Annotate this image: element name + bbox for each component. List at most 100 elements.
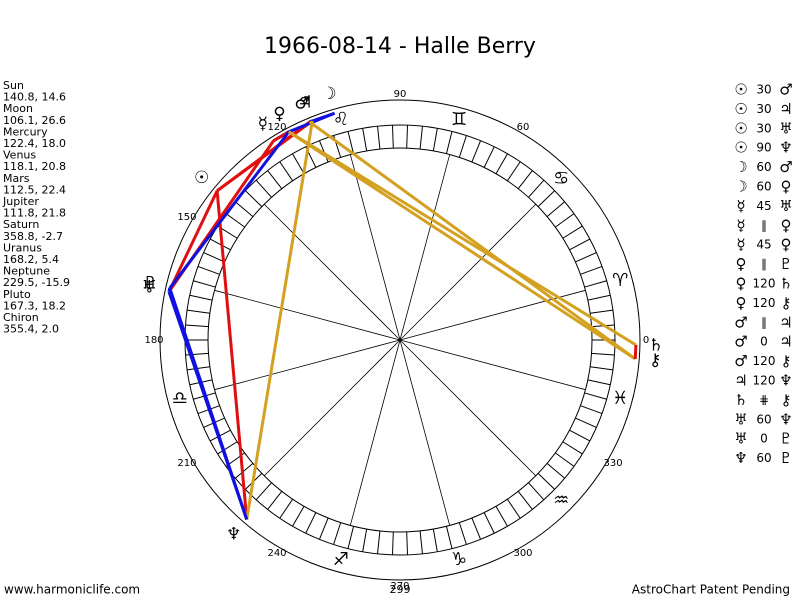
tick (584, 280, 607, 288)
planet-name: Chiron (3, 311, 39, 324)
aspect-line (288, 130, 637, 347)
aspect-to: ♇ (779, 430, 792, 448)
zodiac-sign: ♐ (333, 549, 349, 570)
aspect-from: ♅ (734, 430, 747, 448)
outer-circle (159, 99, 641, 581)
spoke (399, 154, 451, 341)
aspect-type: 0 (760, 432, 768, 446)
tick (197, 265, 220, 275)
aspect-to: ♆ (779, 372, 792, 390)
tick (483, 146, 495, 168)
zodiac-sign: ♈ (612, 270, 628, 291)
tick (187, 309, 210, 314)
aspect-from: ☿ (736, 197, 745, 215)
aspect-type: ⋕ (759, 393, 769, 407)
tick (362, 528, 368, 552)
spoke (263, 339, 401, 477)
aspect-type: 30 (756, 83, 771, 97)
aspect-to: ♃ (779, 313, 792, 331)
aspect-from: ♂ (734, 333, 747, 351)
tick (495, 153, 508, 174)
planet-glyph: ♅ (142, 278, 157, 298)
tick (528, 482, 545, 501)
aspect-line (288, 130, 637, 361)
zodiac-sign: ♌ (333, 109, 349, 130)
zodiac-sign: ♊ (451, 109, 467, 130)
tick (279, 498, 294, 519)
tick (591, 352, 615, 356)
tick (546, 463, 566, 479)
aspect-to: ⚷ (781, 352, 792, 370)
aspect-to: ♃ (779, 100, 792, 118)
degree-label: 300 (513, 548, 532, 559)
planet-position: 140.8, 14.6 (3, 91, 66, 104)
tick (244, 190, 263, 207)
footer-right: AstroChart Patent Pending (632, 583, 790, 597)
aspect-from: ♆ (734, 449, 747, 467)
aspect-from: ☉ (734, 81, 747, 99)
tick (580, 265, 603, 275)
tick (590, 309, 613, 314)
tick (279, 161, 294, 182)
aspect-to: ♀ (781, 216, 792, 234)
aspect-from: ☉ (734, 119, 747, 137)
tick (458, 522, 467, 545)
tick (580, 405, 603, 415)
aspect-type: 60 (756, 451, 771, 465)
degree-ticks (185, 125, 615, 555)
planet-position: 168.2, 5.4 (3, 253, 59, 266)
tick (318, 140, 329, 163)
spokes (214, 154, 586, 526)
aspect-from: ♄ (734, 391, 747, 409)
degree-label: 180 (144, 335, 163, 346)
planet-name: Mars (3, 172, 30, 185)
spoke (399, 339, 537, 477)
planet-position: 358.8, -2.7 (3, 230, 63, 243)
planet-name: Mercury (3, 125, 48, 138)
aspect-type: ∥ (761, 218, 767, 232)
aspect-type: 90 (756, 141, 771, 155)
degree-label: 0 (643, 335, 649, 346)
planet-glyph: ♃ (297, 92, 312, 112)
aspect-to: ♂ (779, 81, 792, 99)
planet-name: Saturn (3, 218, 39, 231)
tick (255, 482, 272, 501)
aspect-from: ☿ (736, 216, 745, 234)
aspect-from: ☽ (734, 158, 747, 176)
planet-name: Sun (3, 79, 24, 92)
planet-name: Jupiter (2, 195, 39, 208)
tick (587, 379, 611, 386)
planet-glyph: ♂ (294, 93, 309, 113)
aspect-to: ♀ (781, 236, 792, 254)
tick (209, 238, 231, 251)
planet-position: 112.5, 22.4 (3, 183, 66, 196)
aspect-type: 45 (756, 199, 771, 213)
aspect-type: 120 (753, 277, 776, 291)
tick (483, 512, 495, 534)
tick (562, 225, 583, 239)
aspect-type: 120 (753, 374, 776, 388)
spoke (399, 203, 537, 341)
tick (185, 324, 209, 328)
tick (569, 238, 591, 251)
aspect-to: ♆ (779, 410, 792, 428)
aspect-from: ♀ (736, 294, 747, 312)
aspect-line (245, 120, 314, 520)
tick (495, 506, 508, 527)
planet-glyph: ☉ (194, 168, 209, 188)
planet-glyph: ☽ (321, 84, 336, 104)
tick (267, 490, 283, 510)
tick (537, 473, 556, 490)
aspect-from: ♂ (734, 313, 747, 331)
planet-glyph: ♀ (273, 104, 285, 124)
tick (189, 294, 213, 301)
planet-name: Uranus (3, 241, 42, 254)
tick (267, 170, 283, 190)
tick (391, 531, 394, 555)
planet-name: Venus (3, 149, 36, 162)
tick (391, 125, 394, 149)
aspect-to: ♄ (779, 275, 792, 293)
aspect-line (168, 130, 291, 290)
aspect-to: ♃ (779, 333, 792, 351)
